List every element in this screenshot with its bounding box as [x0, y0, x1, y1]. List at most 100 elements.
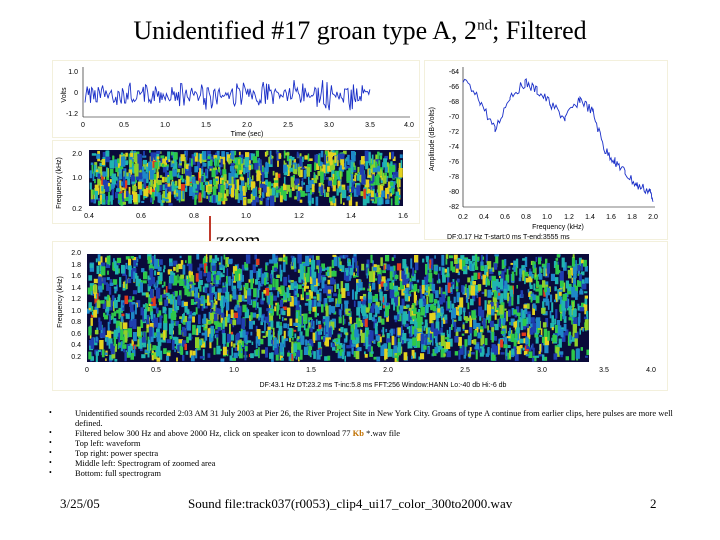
spectrogram-cell: [402, 259, 407, 269]
spectrogram-cell: [157, 197, 160, 203]
spectrogram-cell: [409, 315, 413, 320]
spectrogram-cell: [425, 334, 428, 345]
spectrogram-cell: [244, 283, 249, 290]
note-item: • Unidentified sounds recorded 2:03 AM 31…: [49, 408, 673, 428]
spectrogram-cell: [293, 281, 297, 286]
spectrogram-cell: [389, 289, 395, 299]
spectrogram-cell: [213, 272, 218, 283]
spectrogram-cell: [137, 181, 142, 190]
spectrogram-cell: [213, 155, 218, 159]
spectrogram-cell: [231, 279, 234, 290]
spectrogram-cell: [204, 283, 208, 294]
download-link[interactable]: Kb: [352, 428, 364, 438]
spectrogram-cell: [122, 344, 127, 349]
spectrogram-cell: [176, 306, 180, 311]
spectrogram-cell: [385, 302, 390, 306]
spectrogram-cell: [111, 312, 114, 320]
spectrogram-cell: [508, 296, 512, 307]
power-spectrum-xtick-0: 0.2: [458, 214, 468, 221]
spectrogram-cell: [351, 331, 356, 340]
spectrogram-cell: [394, 196, 399, 204]
spectrogram-cell: [156, 153, 160, 158]
spectrogram-cell: [290, 282, 294, 290]
slide-title: Unidentified #17 groan type A, 2nd; Filt…: [133, 16, 587, 45]
spectrogram-cell: [331, 307, 336, 314]
spectrogram-cell: [335, 150, 339, 157]
spectrogram-cell: [568, 317, 572, 321]
spectrogram-cell: [256, 258, 260, 266]
spectrogram-cell: [225, 301, 230, 311]
spectrogram-cell: [482, 318, 486, 329]
spectrogram-cell: [376, 356, 381, 362]
spectrogram-cell: [507, 292, 510, 302]
spectrogram-cell: [113, 336, 116, 347]
spectrogram-cell: [294, 296, 298, 306]
spectrogram-cell: [196, 254, 200, 260]
spectrogram-cell: [559, 271, 564, 282]
spectrogram-cell: [397, 338, 400, 346]
spectrogram-cell: [475, 349, 478, 360]
spectrogram-cell: [194, 297, 199, 302]
spectrogram-cell: [165, 170, 168, 177]
spectrogram-cell: [492, 280, 497, 291]
spectrogram-cell: [145, 178, 149, 184]
spectrogram-cell: [174, 349, 176, 353]
spectrogram-cell: [574, 338, 578, 347]
spectrogram-cell: [178, 339, 183, 344]
spectrogram-cell: [138, 278, 141, 284]
spectrogram-cell: [252, 156, 258, 164]
spectrogram-cell: [109, 282, 114, 286]
spectrogram-cell: [313, 271, 317, 280]
spectrogram-cell: [328, 177, 333, 183]
spectrogram-cell: [374, 278, 378, 281]
spectrogram-cell: [315, 319, 318, 325]
spectrogram-cell: [348, 275, 351, 281]
spectrogram-cell: [221, 156, 226, 165]
spectrogram-cell: [382, 175, 387, 184]
spectrogram-cell: [278, 153, 282, 159]
spectrogram-cell: [340, 265, 345, 273]
spectrogram-cell: [260, 298, 264, 305]
spectrogram-cell: [286, 287, 290, 298]
spectrogram-cell: [445, 258, 448, 265]
spectrogram-cell: [116, 178, 121, 183]
spectrogram-cell: [375, 264, 380, 273]
spectrogram-cell: [446, 350, 451, 358]
spectrogram-cell: [421, 342, 426, 352]
spectrogram-cell: [386, 338, 391, 343]
spectrogram-cell: [115, 192, 119, 199]
spectrogram-cell: [379, 291, 383, 301]
spectrogram-cell: [198, 153, 201, 160]
spectrogram-cell: [321, 304, 324, 313]
spectrogram-cell: [136, 194, 141, 203]
spectrogram-cell: [518, 312, 520, 321]
spectrogram-cell: [489, 271, 494, 275]
spectrogram-cell: [315, 196, 319, 206]
spectrogram-cell: [176, 357, 178, 362]
spectrogram-cell: [220, 184, 225, 193]
spectrogram-cell: [410, 258, 413, 269]
spectrogram-cell: [502, 318, 506, 326]
spectrogram-cell: [339, 264, 343, 269]
spectrogram-cell: [107, 294, 109, 301]
spectrogram-cell: [396, 263, 402, 271]
waveform-xtick-2: 1.0: [160, 122, 170, 129]
spectrogram-cell: [409, 326, 413, 338]
spectrogram-cell: [474, 327, 479, 333]
spectrogram-cell: [201, 181, 204, 190]
spectrogram-cell: [396, 327, 398, 337]
spectrogram-cell: [212, 260, 217, 263]
spectrogram-cell: [210, 159, 213, 166]
spectrogram-cell: [392, 181, 396, 185]
spectrogram-cell: [335, 349, 340, 353]
power-spectrum-line: [462, 77, 654, 202]
spectrogram-cell: [364, 351, 366, 355]
spectrogram-cell: [189, 171, 192, 182]
full-spectrogram-ytick-1: 2.0: [71, 250, 81, 257]
spectrogram-cell: [145, 165, 149, 173]
spectrogram-cell: [316, 294, 320, 301]
spectrogram-cell: [443, 317, 448, 324]
spectrogram-cell: [93, 169, 96, 177]
spectrogram-cell: [480, 275, 484, 280]
spectrogram-cell: [545, 292, 548, 299]
